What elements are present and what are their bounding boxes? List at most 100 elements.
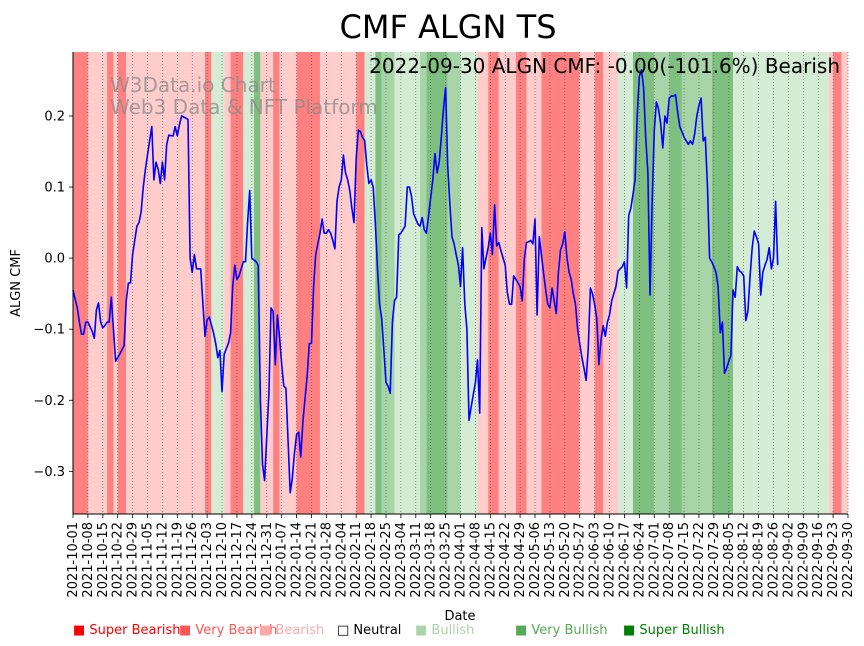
legend: ■ Super Bearish■ Very Bearish■ Bearish □ … [73,623,725,638]
x-tick-label: 2022-03-11 [409,522,424,598]
legend-item-bearish: ■ Bearish [259,623,324,638]
sentiment-band-20 [356,52,365,514]
sentiment-band-16 [296,52,320,514]
sentiment-band-15 [279,52,297,514]
x-tick-label: 2022-01-21 [304,522,319,598]
x-tick-label: 2022-03-18 [424,522,439,598]
y-tick-label: −0.2 [33,394,65,409]
x-tick-label: 2022-04-01 [454,522,469,598]
x-tick-label: 2022-08-26 [766,522,781,598]
x-tick-label: 2022-03-04 [394,522,409,598]
sentiment-band-42 [681,52,712,514]
x-tick-label: 2021-12-03 [200,522,215,598]
x-tick-label: 2022-08-12 [737,522,752,598]
legend-item-neutral: □ Neutral [337,623,401,638]
sentiment-band-28 [460,52,478,514]
x-tick-label: 2021-11-19 [170,522,185,598]
x-tick-label: 2022-02-04 [334,522,349,598]
sentiment-band-41 [669,52,682,514]
sentiment-band-0 [73,52,88,514]
x-tick-label: 2021-11-05 [141,522,156,598]
sentiment-band-40 [654,52,670,514]
x-tick-label: 2021-12-24 [245,522,260,598]
x-axis-label: Date [444,609,475,624]
x-tick-label: 2021-11-26 [185,522,200,598]
x-tick-label: 2022-06-24 [632,522,647,598]
x-tick-label: 2022-05-27 [573,522,588,598]
sentiment-band-7 [205,52,212,514]
x-tick-label: 2022-04-22 [498,522,513,598]
sentiment-band-23 [381,52,395,514]
sentiment-band-9 [224,52,231,514]
sentiment-band-12 [253,52,261,514]
x-tick-label: 2021-10-22 [111,522,126,598]
sentiment-band-26 [426,52,448,514]
sentiment-band-25 [420,52,427,514]
x-tick-label: 2021-11-12 [155,522,170,598]
x-tick-label: 2022-02-18 [364,522,379,598]
series-layer [72,69,779,494]
y-tick-label: 0.0 [44,252,65,267]
x-tick-label: 2022-05-06 [528,522,543,598]
latest-value-annotation: 2022-09-30 ALGN CMF: -0.00(-101.6%) Bear… [369,54,840,78]
x-tick-label: 2022-09-16 [811,522,826,598]
sentiment-band-43 [711,52,734,514]
sentiment-band-1 [87,52,108,514]
sentiment-band-50 [833,52,842,514]
x-tick-label: 2022-04-08 [468,522,483,598]
x-tick-label: 2022-07-22 [692,522,707,598]
y-tick-label: −0.3 [33,465,65,480]
sentiment-band-49 [828,52,834,514]
sentiment-band-6 [132,52,206,514]
sentiment-band-44 [733,52,746,514]
x-tick-label: 2021-10-15 [96,522,111,598]
y-tick-label: −0.1 [33,323,65,338]
x-tick-label: 2021-12-10 [215,522,230,598]
series-line-0 [72,69,779,494]
x-tick-label: 2022-01-28 [319,522,334,598]
sentiment-band-14 [273,52,280,514]
x-tick-label: 2022-08-19 [752,522,767,598]
sentiment-band-8 [211,52,225,514]
y-tick-label: 0.1 [44,181,65,196]
x-tick-label: 2022-09-23 [826,522,841,598]
legend-item-bullish: ■ Bullish [415,623,474,638]
x-tick-label: 2022-07-08 [662,522,677,598]
x-tick-label: 2021-10-01 [66,522,81,598]
x-tick-label: 2022-04-29 [513,522,528,598]
x-tick-label: 2021-10-08 [81,522,96,598]
x-tick-label: 2022-05-13 [543,522,558,598]
x-tick-label: 2022-01-14 [290,522,305,598]
sentiment-band-18 [334,52,352,514]
x-tick-label: 2022-02-25 [379,522,394,598]
x-tick-label: 2022-01-07 [275,522,290,598]
sentiment-band-4 [117,52,127,514]
sentiment-band-51 [841,52,848,514]
legend-item-very-bullish: ■ Very Bullish [515,623,607,638]
sentiment-band-24 [394,52,421,514]
chart-title: CMF ALGN TS [339,8,556,46]
x-tick-label: 2022-05-20 [558,522,573,598]
x-tick-label: 2021-10-29 [126,522,141,598]
sentiment-band-27 [447,52,461,514]
x-tick-label: 2022-06-10 [603,522,618,598]
x-tick-label: 2022-03-25 [439,522,454,598]
legend-item-very-bearish: ■ Very Bearish [179,623,277,638]
x-tick-label: 2022-09-09 [796,522,811,598]
x-tick-label: 2022-09-30 [841,522,856,598]
sentiment-band-47 [775,52,808,514]
sentiment-band-19 [351,52,357,514]
y-tick-label: 0.2 [44,109,65,124]
sentiment-band-35 [579,52,595,514]
watermark-line-1: W3Data.io Chart [110,73,276,97]
x-tick-label: 2022-06-03 [588,522,603,598]
x-tick-label: 2022-04-15 [483,522,498,598]
tick-labels: 2021-10-01 2021-10-08 2021-10-15 2021-10-22… [33,109,856,597]
sentiment-band-37 [603,52,619,514]
x-tick-label: 2021-12-17 [230,522,245,598]
sentiment-band-17 [319,52,335,514]
sentiment-band-11 [243,52,254,514]
legend-item-super-bearish: ■ Super Bearish [73,623,181,638]
x-tick-label: 2022-07-29 [707,522,722,598]
